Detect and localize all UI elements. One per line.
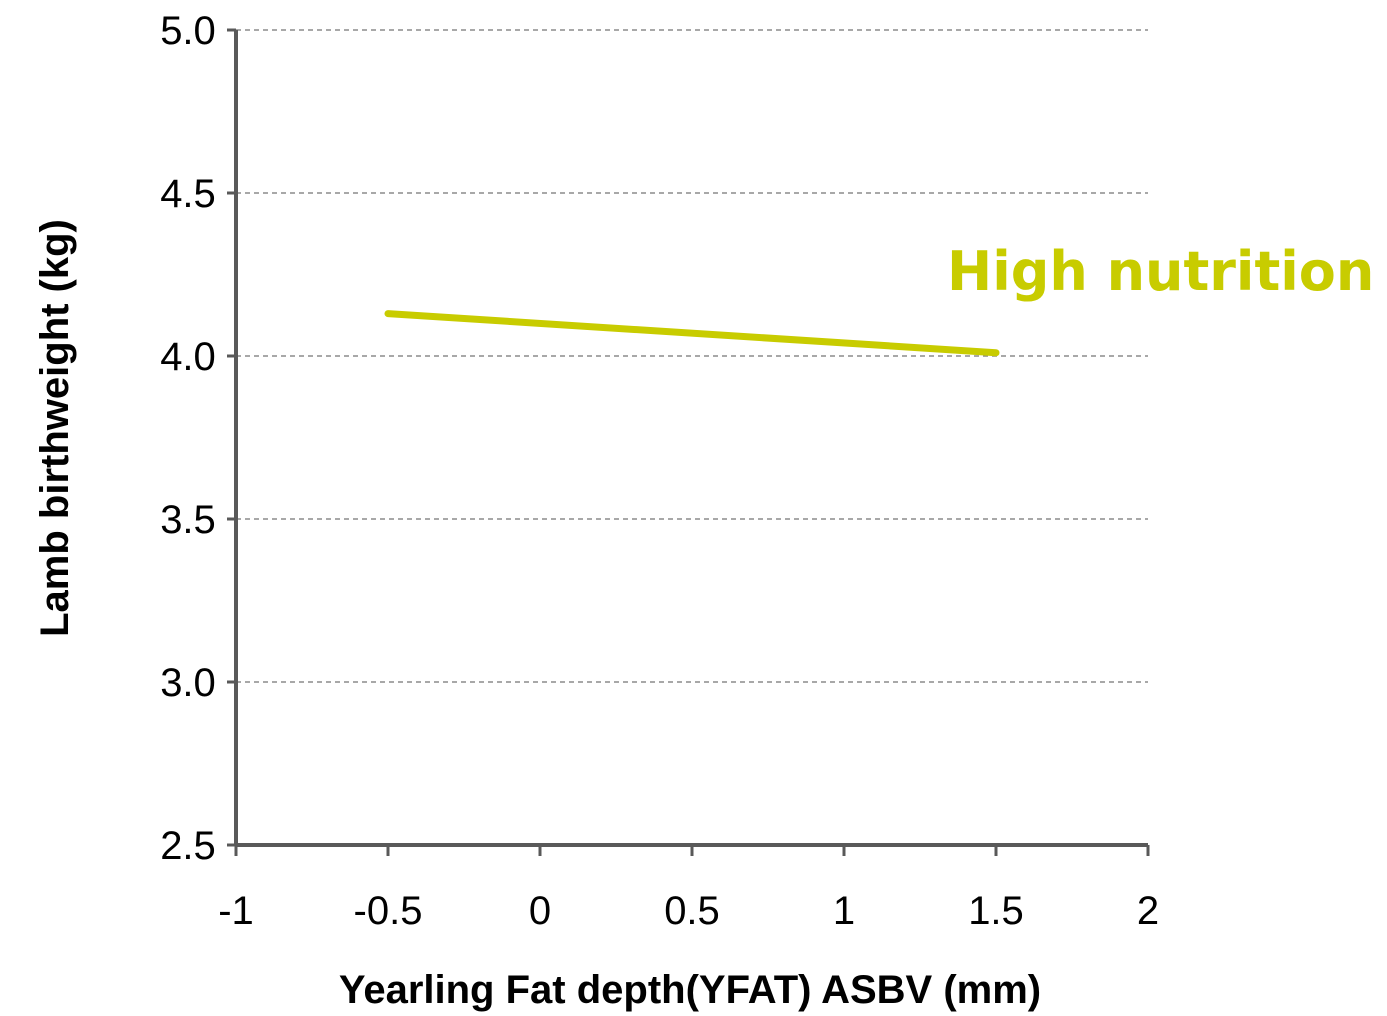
x-tick-label: 0.5 — [664, 889, 720, 933]
series-line-high-nutrition — [384, 310, 1000, 357]
y-axis-title: Lamb birthweight (kg) — [33, 219, 77, 637]
y-tick-label: 4.0 — [160, 335, 216, 379]
grid-lines — [236, 29, 1148, 683]
x-axis-title: Yearling Fat depth(YFAT) ASBV (mm) — [339, 968, 1041, 1012]
series-group: High nutrition — [384, 240, 1374, 357]
x-tick-label: 1 — [833, 889, 855, 933]
x-tick-label: 2 — [1137, 889, 1159, 933]
x-tick-label: -0.5 — [354, 889, 423, 933]
y-axis-ticks: 2.5 3.0 3.5 4.0 4.5 5.0 — [160, 9, 236, 868]
y-tick-label: 2.5 — [160, 824, 216, 868]
y-tick-label: 5.0 — [160, 9, 216, 53]
x-tick-label: 1.5 — [968, 889, 1024, 933]
y-tick-label: 4.5 — [160, 172, 216, 216]
x-axis-ticks: -1 -0.5 0 0.5 1 1.5 2 — [218, 845, 1159, 933]
y-tick-label: 3.0 — [160, 661, 216, 705]
axes — [234, 30, 1148, 847]
x-tick-label: 0 — [529, 889, 551, 933]
x-tick-label: -1 — [218, 889, 254, 933]
series-label-high-nutrition: High nutrition — [947, 240, 1374, 303]
y-tick-label: 3.5 — [160, 498, 216, 542]
